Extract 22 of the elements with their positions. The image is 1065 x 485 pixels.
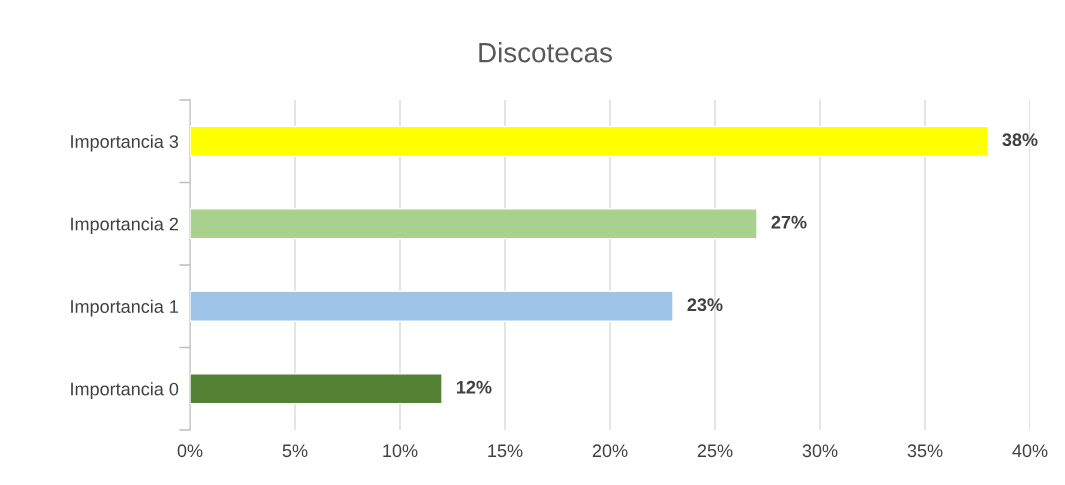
x-tick-label: 15% bbox=[488, 444, 523, 458]
x-tick-label: 25% bbox=[697, 444, 733, 458]
bar bbox=[190, 290, 674, 322]
bar bbox=[190, 373, 443, 405]
y-tick-label: Importancia 1 bbox=[71, 299, 179, 317]
data-label: 38% bbox=[1002, 133, 1038, 147]
data-label: 27% bbox=[771, 215, 807, 229]
data-label: 12% bbox=[457, 380, 492, 394]
data-label: 23% bbox=[687, 298, 723, 312]
y-tick-label: Importancia 3 bbox=[71, 134, 179, 152]
x-tick-label: 30% bbox=[802, 444, 838, 458]
bar bbox=[190, 208, 758, 240]
x-tick-label: 0% bbox=[177, 444, 203, 458]
chart-title: Discotecas bbox=[479, 42, 612, 63]
x-tick-label: 35% bbox=[907, 444, 943, 458]
y-tick-label: Importancia 2 bbox=[71, 217, 178, 235]
y-tick-label: Importancia 0 bbox=[71, 382, 179, 400]
x-tick-label: 5% bbox=[282, 444, 308, 458]
x-tick-label: 20% bbox=[592, 444, 628, 458]
x-tick-label: 40% bbox=[1012, 444, 1048, 458]
bar bbox=[190, 125, 989, 157]
x-tick-label: 10% bbox=[383, 444, 418, 458]
